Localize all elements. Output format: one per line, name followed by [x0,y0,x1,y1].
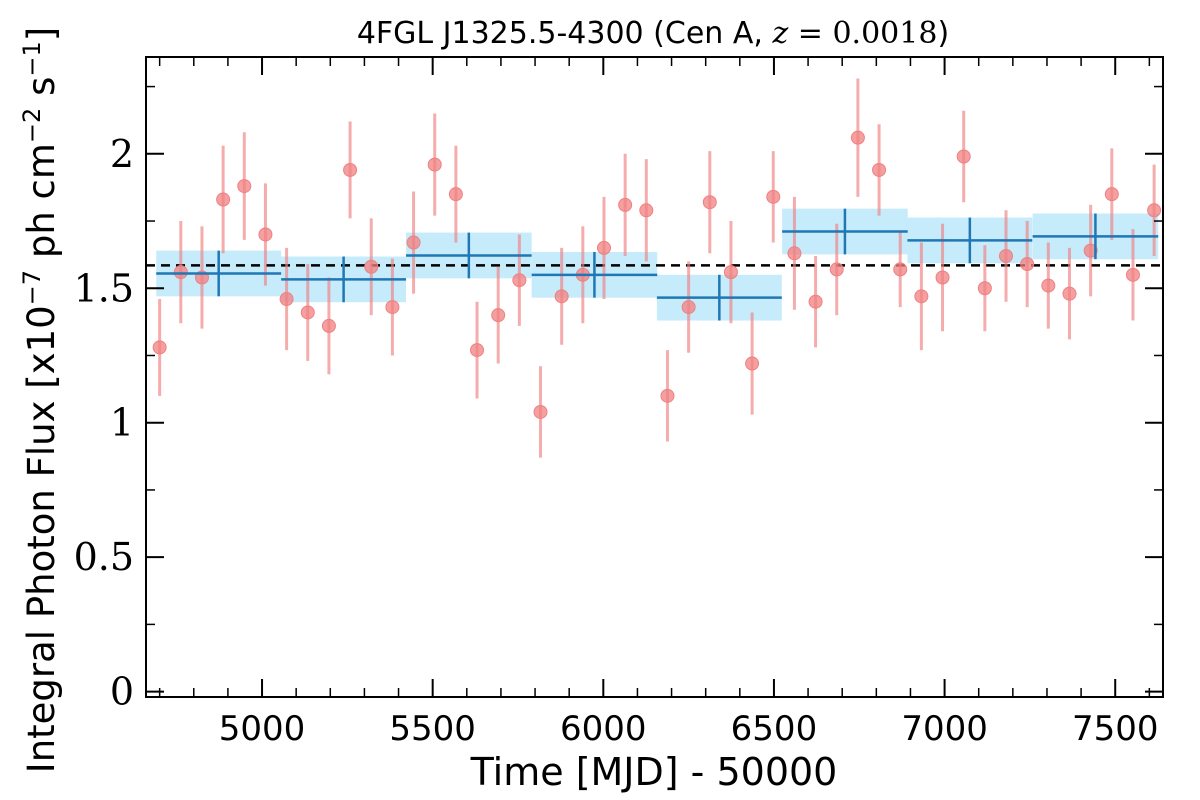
data-point [512,273,527,288]
data-point [406,235,421,250]
data-point [1041,278,1056,293]
data-point [554,289,569,304]
data-point [300,305,315,320]
data-point [216,192,231,207]
data-point [766,189,781,204]
data-point [702,195,717,210]
axes-frame [145,56,1164,698]
x-axis-label: Time [MJD] - 50000 [470,750,838,794]
data-point [745,356,760,371]
data-point [448,187,463,202]
data-point [872,162,887,177]
x-tick-label: 7500 [1072,709,1159,749]
data-point [491,308,506,323]
chart-title-z-value: 0.0018 [832,16,937,51]
data-point [364,259,379,274]
x-tick-label: 5000 [219,709,306,749]
chart-title-equals: = [788,16,832,51]
data-point [173,265,188,280]
data-point [237,179,252,194]
y-axis-label-exp2: −2 [18,108,46,143]
data-point [914,289,929,304]
data-point [787,246,802,261]
data-point [470,343,485,358]
y-axis-label: Integral Photon Flux [x10−7 ph cm−2 s−1] [18,27,63,773]
data-point [279,292,294,307]
x-tick-label: 5500 [389,709,476,749]
data-point [850,130,865,145]
data-point [723,265,738,280]
chart-title-prefix: 4FGL J1325.5-4300 (Cen A, [357,16,773,51]
data-point [427,157,442,172]
data-point [385,300,400,315]
data-point [639,203,654,218]
data-point [935,270,950,285]
data-point [1104,187,1119,202]
data-point [1147,203,1162,218]
data-point [533,404,548,419]
x-tick-label: 7000 [901,709,988,749]
data-point [999,248,1014,263]
y-axis-label-exp3: −1 [18,41,46,76]
data-point [618,197,633,212]
axis-ticks: 5000 5500 6000 6500 7000 7500 0 0.5 1 1.5 2 [74,57,1163,749]
data-point [321,318,336,333]
data-point [1062,286,1077,301]
y-tick-label: 1 [110,401,134,445]
chart-title-suffix: ) [937,16,949,51]
y-tick-label: 0.5 [74,535,134,579]
y-axis-label-suffix: ] [20,27,63,41]
data-point [1020,257,1035,272]
data-point [343,162,358,177]
data-point [681,300,696,315]
data-point [808,294,823,309]
y-tick-label: 1.5 [74,266,134,310]
data-point [1083,243,1098,258]
y-tick-label: 2 [110,132,134,176]
x-tick-label: 6500 [731,709,818,749]
data-point [956,149,971,164]
y-axis-label-prefix: Integral Photon Flux [x10 [20,305,63,773]
chart-title-z-symbol: z [771,16,788,51]
plot-area [146,78,1163,458]
data-point [152,340,167,355]
x-tick-label: 6000 [560,709,647,749]
data-point [596,240,611,255]
y-axis-label-mid2: s [20,77,63,108]
data-point [1125,267,1140,282]
y-axis-label-mid1: ph cm [20,143,63,270]
y-axis-label-exp1: −7 [18,270,46,305]
y-tick-label: 0 [110,670,134,714]
data-point [258,227,273,242]
chart-title: 4FGL J1325.5-4300 (Cen A, z = 0.0018) [357,16,949,51]
data-point [977,281,992,296]
data-point [660,388,675,403]
data-point [829,262,844,277]
data-point [893,262,908,277]
